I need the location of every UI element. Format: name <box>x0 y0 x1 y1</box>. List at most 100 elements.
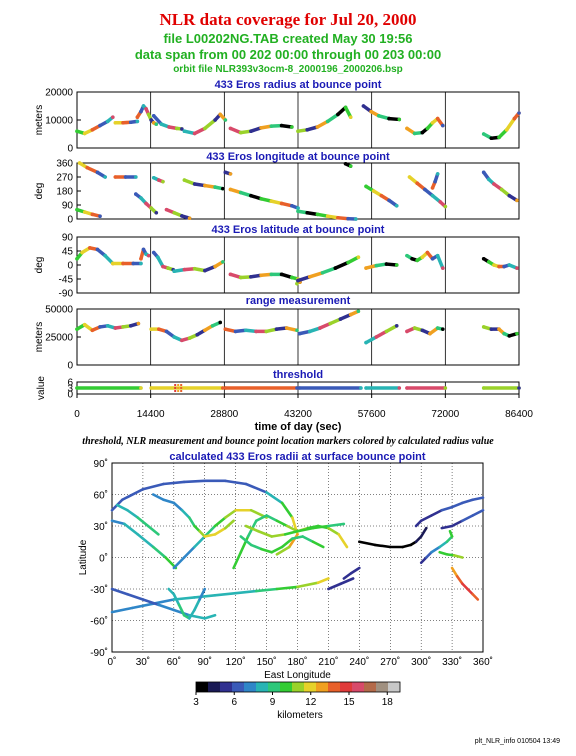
data-point <box>338 317 343 321</box>
data-point <box>121 121 125 125</box>
data-point <box>154 122 159 126</box>
data-point <box>144 201 148 206</box>
data-point <box>75 327 79 331</box>
colorbar: kilometers 3 6 9 12 15 18 <box>193 681 401 721</box>
data-point <box>405 329 409 334</box>
y-tick-label: 270 <box>56 173 73 184</box>
data-point <box>174 126 179 131</box>
data-point <box>135 119 140 124</box>
map-track-segment <box>275 519 289 528</box>
data-point <box>203 126 207 131</box>
colorbar-swatch <box>292 682 305 692</box>
data-segment <box>338 312 353 321</box>
data-segment <box>192 126 207 136</box>
data-point <box>149 386 153 390</box>
map-track <box>115 503 160 536</box>
data-point <box>95 170 100 175</box>
y-tick-label: 0 <box>67 390 73 401</box>
data-point <box>259 196 263 201</box>
data-series <box>75 115 115 136</box>
colorbar-swatch <box>328 682 341 692</box>
data-point <box>296 209 300 214</box>
data-point <box>75 256 79 261</box>
data-segment <box>374 329 389 339</box>
data-series <box>149 320 223 343</box>
map-track-segment <box>172 501 184 512</box>
map-track-segment <box>275 585 299 591</box>
map-track-segment <box>311 524 330 530</box>
panel-title: range measurement <box>246 295 351 307</box>
data-point <box>123 175 128 179</box>
data-point <box>164 207 169 212</box>
colorbar-swatch <box>340 682 353 692</box>
data-point <box>98 325 102 329</box>
map-track-segment <box>280 537 294 549</box>
data-point <box>438 200 443 204</box>
map-x-tick-label: 300˚ <box>411 656 431 668</box>
data-point <box>346 260 350 265</box>
map-track-segment <box>265 491 284 505</box>
data-series <box>361 104 402 122</box>
y-tick-label: 20000 <box>45 88 73 99</box>
map-track-segment <box>419 514 433 523</box>
colorbar-swatch <box>316 682 329 692</box>
data-point <box>139 261 143 266</box>
data-point <box>187 216 192 221</box>
data-point <box>249 193 253 198</box>
data-point <box>318 326 322 330</box>
data-point <box>269 124 274 128</box>
data-span-info: data span from 00 202 00:00 through 00 2… <box>134 47 442 62</box>
data-point <box>228 172 233 176</box>
data-point <box>149 206 153 210</box>
y-tick-label: 360 <box>56 159 73 170</box>
data-point <box>343 105 348 110</box>
footer-stamp: plt_NLR_info 010504 13:49 <box>474 738 560 745</box>
data-point <box>82 322 87 327</box>
data-series <box>228 123 294 135</box>
data-point <box>435 326 440 330</box>
map-track-segment <box>438 540 449 549</box>
data-point <box>315 125 320 129</box>
data-point <box>374 335 379 339</box>
data-point <box>75 386 79 390</box>
map-y-axis-label: Latitude <box>78 539 89 575</box>
data-point <box>315 212 320 217</box>
data-point <box>359 386 363 390</box>
data-point <box>146 253 151 258</box>
data-point <box>111 115 115 119</box>
data-point <box>159 122 164 126</box>
data-point <box>269 272 274 277</box>
data-point <box>517 111 521 115</box>
data-point <box>440 123 445 128</box>
data-point <box>440 327 445 331</box>
data-point <box>218 320 223 325</box>
data-segment <box>435 253 445 270</box>
data-point <box>481 132 486 136</box>
panel-2: 433 Eros longitude at bounce point deg 0 90… <box>34 151 520 226</box>
data-segment <box>296 275 312 283</box>
data-point <box>443 204 448 209</box>
data-point <box>387 198 391 203</box>
data-series <box>364 324 399 345</box>
map-track-segment <box>275 545 291 556</box>
map-track-segment <box>265 514 279 523</box>
map-track-segment <box>131 602 155 610</box>
data-point <box>507 334 512 338</box>
map-track-segment <box>430 508 444 517</box>
map-track-segment <box>270 533 287 538</box>
data-point <box>415 181 419 186</box>
data-point <box>397 386 402 390</box>
map-track-segment <box>224 479 248 486</box>
data-point <box>487 260 491 264</box>
data-series <box>343 161 353 168</box>
data-point <box>430 121 435 125</box>
data-point <box>481 325 486 329</box>
data-point <box>167 125 171 129</box>
threshold-marker <box>174 390 177 392</box>
map-track-segment <box>239 535 253 547</box>
data-point <box>249 275 253 279</box>
colorbar-swatch <box>376 682 389 692</box>
data-point <box>387 116 391 121</box>
data-point <box>333 266 338 270</box>
data-point <box>348 115 353 119</box>
